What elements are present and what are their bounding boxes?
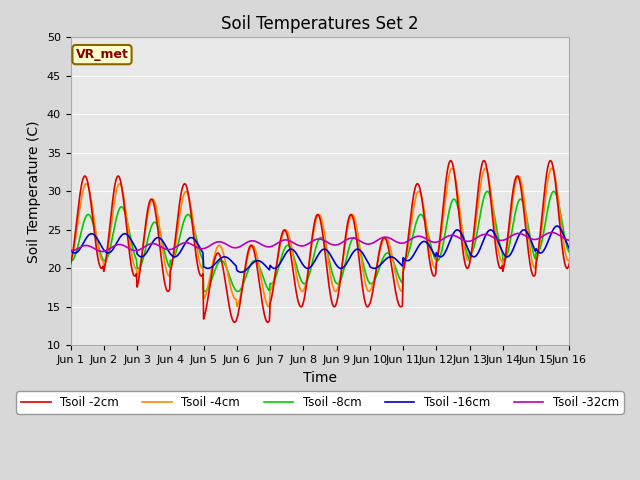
Tsoil -32cm — [313, 237, 321, 242]
Tsoil -16cm — [67, 247, 74, 253]
Tsoil -2cm — [313, 213, 321, 218]
Tsoil -8cm — [198, 254, 205, 260]
Tsoil -8cm — [361, 268, 369, 274]
Y-axis label: Soil Temperature (C): Soil Temperature (C) — [27, 120, 41, 263]
Tsoil -32cm — [67, 248, 74, 254]
X-axis label: Time: Time — [303, 371, 337, 384]
Tsoil -8cm — [521, 207, 529, 213]
Tsoil -8cm — [313, 242, 321, 248]
Tsoil -32cm — [566, 237, 573, 243]
Tsoil -2cm — [361, 299, 369, 305]
Tsoil -16cm — [198, 248, 205, 253]
Tsoil -8cm — [200, 288, 208, 294]
Tsoil -16cm — [410, 251, 418, 257]
Tsoil -32cm — [548, 229, 556, 235]
Tsoil -8cm — [483, 189, 491, 194]
Tsoil -4cm — [67, 257, 74, 263]
Tsoil -4cm — [449, 166, 456, 171]
Tsoil -2cm — [447, 158, 455, 164]
Tsoil -16cm — [553, 223, 561, 229]
Tsoil -8cm — [176, 233, 184, 239]
Line: Tsoil -32cm: Tsoil -32cm — [70, 232, 570, 252]
Tsoil -2cm — [566, 260, 573, 266]
Tsoil -16cm — [313, 255, 321, 261]
Tsoil -32cm — [361, 240, 369, 246]
Tsoil -4cm — [176, 210, 184, 216]
Tsoil -16cm — [237, 269, 245, 275]
Tsoil -16cm — [520, 227, 528, 233]
Tsoil -4cm — [410, 202, 418, 207]
Tsoil -2cm — [231, 319, 239, 325]
Tsoil -2cm — [176, 197, 184, 203]
Tsoil -8cm — [67, 257, 74, 263]
Tsoil -16cm — [566, 246, 573, 252]
Tsoil -2cm — [521, 219, 529, 225]
Tsoil -4cm — [566, 257, 573, 263]
Tsoil -32cm — [520, 232, 528, 238]
Tsoil -4cm — [521, 204, 529, 210]
Tsoil -32cm — [198, 246, 206, 252]
Tsoil -32cm — [177, 241, 184, 247]
Text: VR_met: VR_met — [76, 48, 129, 61]
Tsoil -2cm — [198, 273, 205, 279]
Line: Tsoil -16cm: Tsoil -16cm — [70, 226, 570, 272]
Tsoil -4cm — [198, 264, 205, 270]
Line: Tsoil -8cm: Tsoil -8cm — [70, 192, 570, 291]
Tsoil -16cm — [176, 250, 184, 255]
Tsoil -2cm — [410, 189, 418, 195]
Tsoil -32cm — [99, 249, 106, 254]
Tsoil -32cm — [410, 234, 418, 240]
Line: Tsoil -2cm: Tsoil -2cm — [70, 161, 570, 322]
Tsoil -4cm — [313, 216, 321, 221]
Tsoil -2cm — [67, 261, 74, 267]
Title: Soil Temperatures Set 2: Soil Temperatures Set 2 — [221, 15, 419, 33]
Legend: Tsoil -2cm, Tsoil -4cm, Tsoil -8cm, Tsoil -16cm, Tsoil -32cm: Tsoil -2cm, Tsoil -4cm, Tsoil -8cm, Tsoi… — [17, 391, 623, 414]
Line: Tsoil -4cm: Tsoil -4cm — [70, 168, 570, 307]
Tsoil -16cm — [361, 254, 369, 260]
Tsoil -8cm — [566, 250, 573, 255]
Tsoil -4cm — [361, 279, 369, 285]
Tsoil -8cm — [410, 227, 418, 233]
Tsoil -4cm — [266, 304, 273, 310]
